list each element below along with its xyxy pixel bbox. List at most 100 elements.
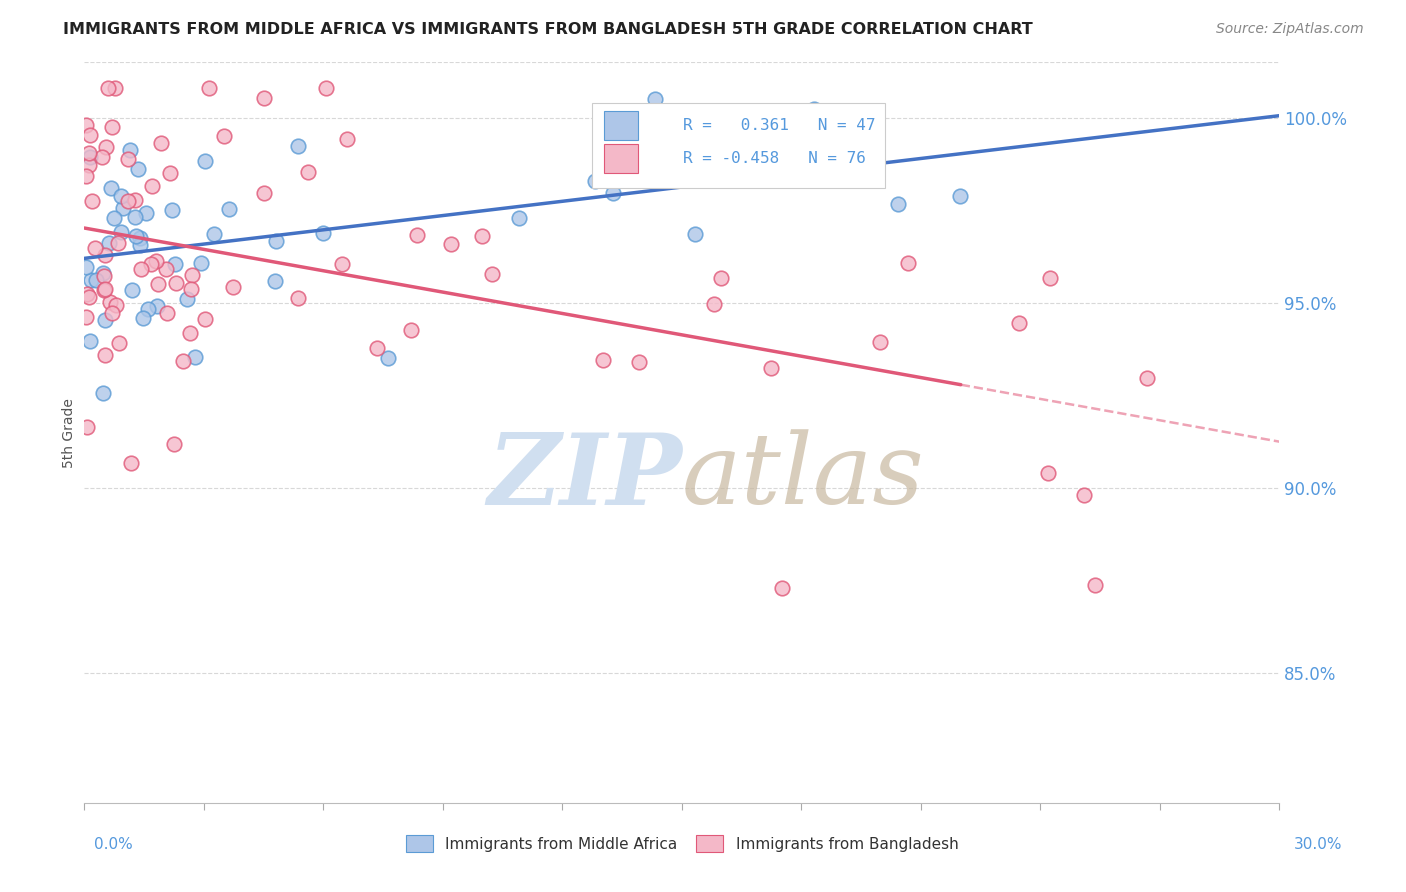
Point xyxy=(76,419,98,434)
Point xyxy=(287,292,309,306)
Point xyxy=(627,355,650,369)
Point xyxy=(1136,371,1159,385)
Point xyxy=(162,203,184,218)
Point xyxy=(222,279,245,293)
Point xyxy=(1008,316,1031,330)
Point xyxy=(690,129,713,144)
Point xyxy=(592,353,614,368)
Point xyxy=(761,360,783,375)
Point xyxy=(131,262,153,277)
Point xyxy=(84,273,107,287)
Point xyxy=(80,194,103,209)
Point xyxy=(405,228,427,243)
Point xyxy=(91,150,114,164)
Point xyxy=(125,229,148,244)
Point xyxy=(79,334,101,348)
Point xyxy=(156,306,179,320)
Point xyxy=(127,161,149,176)
Point xyxy=(139,257,162,271)
Point xyxy=(330,257,353,271)
Point xyxy=(190,255,212,269)
Point xyxy=(93,248,115,262)
Point xyxy=(94,282,117,296)
Point xyxy=(135,205,157,219)
Point xyxy=(193,312,215,326)
Point xyxy=(1084,578,1107,592)
Y-axis label: 5th Grade: 5th Grade xyxy=(62,398,76,467)
Point xyxy=(128,238,150,252)
Point xyxy=(110,225,132,239)
Point xyxy=(77,158,100,172)
Point xyxy=(93,266,115,280)
Point xyxy=(97,81,120,95)
Point xyxy=(179,326,201,340)
Point xyxy=(94,140,117,154)
Point xyxy=(155,262,177,277)
Point xyxy=(149,136,172,150)
Point xyxy=(79,273,101,287)
Point xyxy=(399,322,422,336)
Point xyxy=(79,128,101,142)
Point xyxy=(79,290,101,304)
Point xyxy=(159,166,181,180)
Point xyxy=(336,131,359,145)
Point xyxy=(98,236,121,251)
Point xyxy=(198,81,221,95)
Point xyxy=(803,102,825,116)
Point xyxy=(165,276,187,290)
Text: R =   0.361   N = 47: R = 0.361 N = 47 xyxy=(683,118,876,133)
Point xyxy=(120,456,142,470)
Point xyxy=(93,348,115,362)
Point xyxy=(481,267,503,281)
Point xyxy=(101,306,124,320)
Bar xyxy=(605,144,638,173)
Point xyxy=(252,186,274,201)
Text: Source: ZipAtlas.com: Source: ZipAtlas.com xyxy=(1216,22,1364,37)
Point xyxy=(181,268,204,282)
Point xyxy=(710,270,733,285)
Point xyxy=(136,301,159,316)
Text: R = -0.458   N = 76: R = -0.458 N = 76 xyxy=(683,151,866,166)
Legend: Immigrants from Middle Africa, Immigrants from Bangladesh: Immigrants from Middle Africa, Immigrant… xyxy=(399,830,965,858)
Point xyxy=(163,256,186,270)
Point xyxy=(146,277,169,292)
Point xyxy=(93,268,115,283)
Text: 0.0%: 0.0% xyxy=(94,838,134,852)
Point xyxy=(111,202,134,216)
Point xyxy=(896,256,918,270)
Point xyxy=(887,197,910,211)
Point xyxy=(91,386,114,401)
Point xyxy=(163,436,186,450)
Point xyxy=(77,146,100,161)
Point xyxy=(315,81,337,95)
Point xyxy=(110,189,132,203)
Point xyxy=(184,350,207,364)
Point xyxy=(75,310,97,324)
Point xyxy=(93,283,115,297)
Point xyxy=(176,292,198,306)
Text: atlas: atlas xyxy=(682,429,925,524)
Point xyxy=(141,178,163,193)
Point xyxy=(366,341,388,355)
Point xyxy=(297,165,319,179)
Point xyxy=(117,153,139,167)
Point xyxy=(377,351,399,365)
Point xyxy=(101,120,124,135)
Point xyxy=(84,241,107,255)
Point xyxy=(1036,466,1059,480)
Point xyxy=(104,81,127,95)
Point xyxy=(253,91,276,105)
Point xyxy=(602,186,624,200)
Point xyxy=(264,234,287,248)
Point xyxy=(287,139,309,153)
Text: IMMIGRANTS FROM MIDDLE AFRICA VS IMMIGRANTS FROM BANGLADESH 5TH GRADE CORRELATIO: IMMIGRANTS FROM MIDDLE AFRICA VS IMMIGRA… xyxy=(63,22,1033,37)
FancyBboxPatch shape xyxy=(592,103,886,188)
Bar xyxy=(605,111,638,140)
Point xyxy=(121,283,143,297)
Point xyxy=(75,118,97,132)
Point xyxy=(471,229,494,244)
Point xyxy=(117,194,139,209)
Point xyxy=(312,227,335,241)
Point xyxy=(145,253,167,268)
Point xyxy=(107,336,129,351)
